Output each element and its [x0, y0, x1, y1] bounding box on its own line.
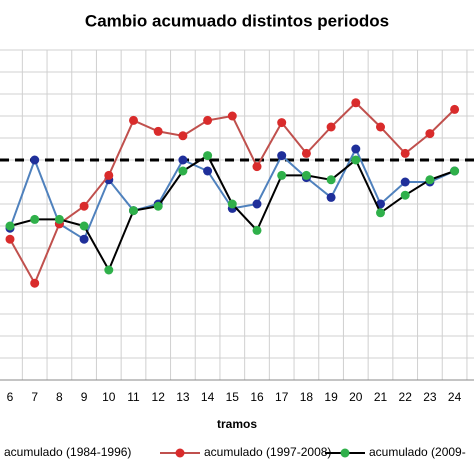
point — [425, 175, 435, 185]
point — [400, 148, 410, 158]
series-line — [9, 101, 456, 286]
point — [227, 199, 237, 209]
point — [351, 98, 361, 108]
x-tick-label: 21 — [374, 390, 388, 404]
x-tick-label: 19 — [324, 390, 338, 404]
point — [79, 221, 89, 231]
point — [326, 175, 336, 185]
point — [153, 126, 163, 136]
legend-label: acumulado (1984-1996) — [4, 445, 131, 459]
point — [301, 170, 311, 180]
legend-label: acumulado (1997-2008) — [204, 445, 331, 459]
x-tick-label: 10 — [102, 390, 116, 404]
point — [376, 122, 385, 132]
point — [351, 144, 361, 154]
point — [178, 166, 188, 176]
point — [30, 214, 40, 224]
point — [203, 166, 213, 176]
point — [153, 201, 163, 211]
point — [5, 234, 15, 244]
point — [104, 170, 114, 180]
x-tick-label: 6 — [7, 390, 14, 404]
legend-marker — [175, 448, 185, 458]
point — [5, 221, 15, 231]
x-tick-label: 7 — [31, 390, 38, 404]
point — [178, 155, 188, 165]
point — [129, 206, 138, 216]
point — [450, 104, 460, 114]
point — [326, 192, 336, 202]
x-tick-label: 9 — [81, 390, 88, 404]
x-tick-label: 12 — [152, 390, 166, 404]
x-tick-label: 16 — [250, 390, 264, 404]
point — [252, 199, 262, 209]
x-tick-label: 13 — [176, 390, 190, 404]
chart-title: Cambio acumuado distintos periodos — [85, 11, 389, 30]
x-tick-label: 24 — [448, 390, 462, 404]
point — [277, 118, 287, 128]
x-tick-label: 11 — [127, 390, 140, 404]
point — [104, 265, 114, 275]
point — [425, 129, 435, 139]
x-tick-label: 15 — [226, 390, 240, 404]
x-tick-label: 20 — [349, 390, 363, 404]
x-axis-label: tramos — [217, 417, 257, 431]
x-tick-label: 14 — [201, 390, 215, 404]
point — [326, 122, 336, 132]
x-tick-label: 23 — [423, 390, 437, 404]
point — [30, 155, 40, 165]
x-tick-label: 17 — [275, 390, 289, 404]
point — [54, 214, 64, 224]
point — [450, 166, 460, 176]
point — [227, 111, 237, 121]
legend-marker — [340, 448, 350, 458]
x-tick-label: 8 — [56, 390, 63, 404]
point — [79, 201, 89, 211]
point — [277, 151, 287, 161]
point — [30, 278, 40, 288]
point — [351, 155, 361, 165]
point — [203, 151, 213, 161]
point — [400, 190, 410, 200]
point — [178, 131, 188, 141]
point — [129, 115, 138, 125]
x-tick-label: 22 — [399, 390, 413, 404]
point — [252, 162, 262, 172]
x-tick-label: 18 — [300, 390, 314, 404]
point — [79, 234, 89, 244]
point — [252, 225, 262, 235]
point — [376, 208, 385, 218]
point — [400, 177, 410, 187]
point — [203, 115, 213, 125]
point — [277, 170, 287, 180]
point — [301, 148, 311, 158]
legend-label: acumulado (2009- — [369, 445, 466, 459]
